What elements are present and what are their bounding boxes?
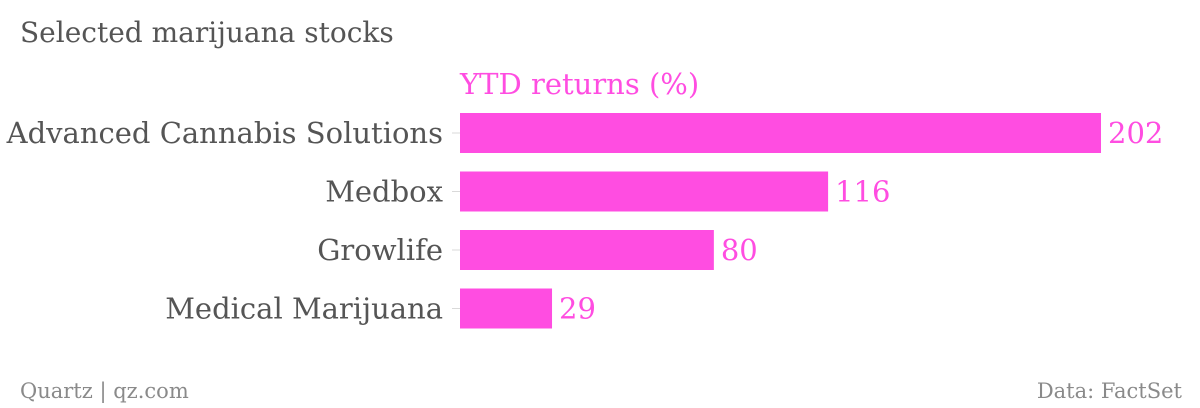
value-label: 80 <box>721 233 758 267</box>
category-label: Growlife <box>317 233 443 267</box>
bar <box>460 288 553 329</box>
bar <box>460 113 1101 153</box>
footer-data-credit: Data: FactSet <box>1037 379 1183 403</box>
bars-layer: Advanced Cannabis Solutions 202 Medbox 116 G… <box>6 113 1163 329</box>
footer-source: Quartz | qz.com <box>20 379 189 404</box>
value-label: 202 <box>1108 116 1163 150</box>
chart-title: Selected marijuana stocks <box>20 16 394 49</box>
value-label: 29 <box>559 292 596 326</box>
category-label: Medical Marijuana <box>165 292 443 326</box>
value-label: 116 <box>835 175 890 209</box>
category-label: Medbox <box>325 175 443 209</box>
series-label: YTD returns (%) <box>459 67 699 101</box>
bar <box>460 171 829 212</box>
bar <box>460 230 714 270</box>
category-label: Advanced Cannabis Solutions <box>6 116 443 150</box>
